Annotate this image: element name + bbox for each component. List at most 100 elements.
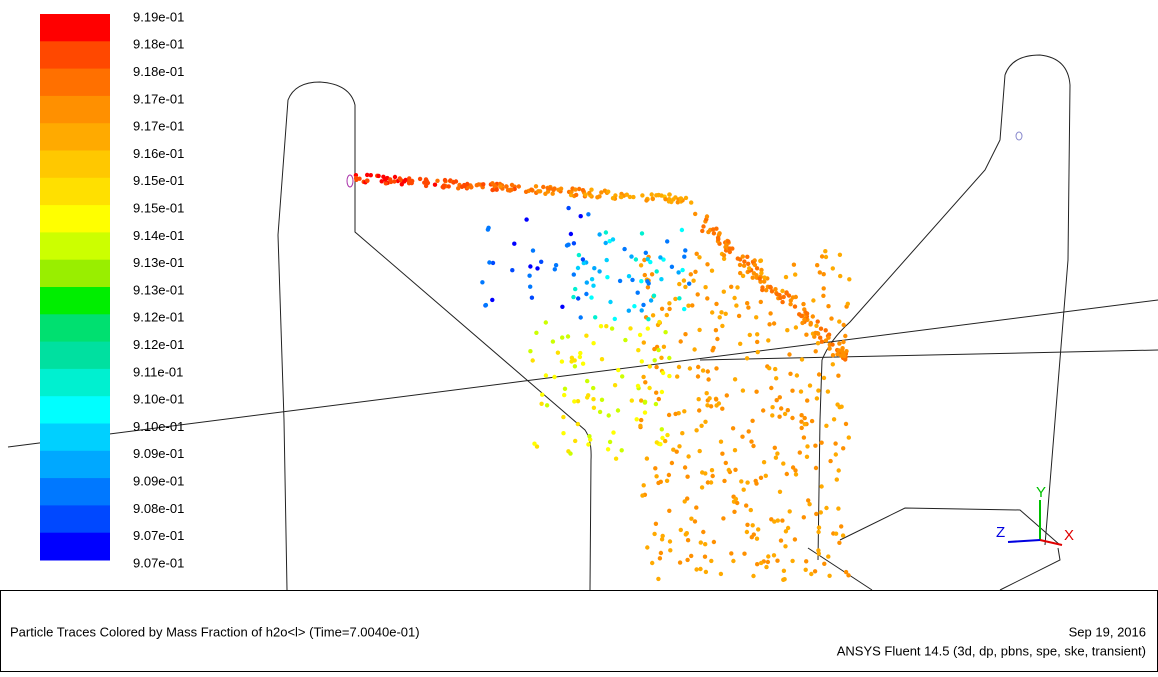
particle [775, 451, 780, 456]
particle [699, 423, 704, 428]
particle [552, 374, 557, 380]
particle [750, 275, 755, 280]
particle [772, 445, 777, 450]
particle [660, 533, 665, 539]
particle [816, 551, 821, 556]
particle [800, 320, 805, 326]
particle [468, 185, 474, 190]
particle [604, 257, 609, 263]
particle [802, 422, 807, 427]
particle [729, 284, 734, 289]
particle [714, 301, 719, 307]
particle [781, 461, 786, 466]
particle [841, 322, 846, 328]
colorbar-label: 9.17e-01 [133, 91, 184, 106]
particle [732, 377, 738, 382]
particle [736, 313, 742, 319]
particle [726, 239, 731, 244]
particle [591, 283, 596, 288]
particle [808, 322, 813, 327]
particle [708, 404, 714, 409]
particle [791, 262, 797, 267]
particle [705, 480, 711, 485]
particle [550, 339, 556, 344]
particle [734, 303, 739, 308]
colorbar-label: 9.14e-01 [133, 228, 184, 243]
particle [732, 509, 737, 514]
particle [537, 189, 543, 194]
particle [768, 311, 773, 316]
particle [790, 388, 795, 393]
particle [678, 196, 683, 201]
particle [801, 435, 807, 440]
particle [762, 279, 767, 284]
particle [718, 571, 724, 577]
particle [685, 496, 690, 501]
particle [651, 293, 657, 298]
particle [550, 191, 555, 196]
particle [799, 425, 804, 431]
particle [746, 261, 751, 266]
particle [532, 441, 537, 446]
particle [686, 303, 691, 308]
particle [485, 227, 491, 232]
particle [649, 192, 654, 197]
particle [566, 242, 571, 247]
particle [705, 262, 710, 267]
colorbar-band [40, 205, 110, 233]
particle [462, 182, 467, 188]
particle [720, 451, 725, 456]
particle [654, 474, 659, 479]
particle [529, 187, 534, 192]
particle [677, 281, 682, 287]
particle [569, 359, 574, 364]
particle [823, 254, 829, 260]
particle [642, 400, 648, 405]
particle [665, 239, 670, 244]
particle [530, 248, 536, 253]
particle [833, 441, 838, 446]
particle [543, 191, 548, 196]
particle [679, 227, 685, 233]
particle [568, 451, 573, 456]
particle [581, 260, 586, 266]
particle [597, 269, 602, 274]
particle [610, 237, 616, 242]
particle [846, 435, 851, 440]
particle [792, 304, 798, 309]
particle [785, 525, 791, 531]
particle [423, 177, 429, 182]
particle [689, 553, 694, 559]
particle [790, 558, 795, 564]
ground-line [7, 299, 1158, 448]
particle [653, 466, 658, 471]
colorbar-band [40, 314, 110, 343]
particle [383, 177, 388, 182]
particle [639, 398, 644, 403]
particle [741, 263, 747, 268]
particle [580, 188, 586, 193]
particle [752, 262, 758, 268]
particle [668, 548, 673, 553]
particle [673, 296, 678, 302]
particle [744, 529, 750, 535]
particle [700, 368, 706, 373]
particle [825, 389, 831, 394]
particle [603, 230, 609, 235]
particle [643, 380, 648, 385]
inlet-marker [1015, 131, 1023, 141]
particle [737, 262, 743, 268]
particle [715, 336, 720, 342]
colorbar-label: 9.09e-01 [133, 446, 184, 461]
x-axis-arrow [1039, 539, 1063, 546]
particle [561, 414, 566, 420]
particle [845, 301, 850, 306]
particle [758, 299, 763, 305]
particle [801, 515, 806, 520]
particle [720, 323, 725, 329]
particle [686, 454, 691, 459]
particle [754, 389, 759, 394]
particle [676, 364, 682, 370]
particle [767, 322, 772, 327]
particle [667, 197, 672, 202]
